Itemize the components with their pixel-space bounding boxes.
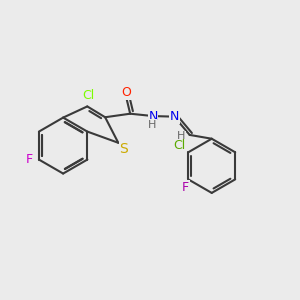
Text: F: F: [182, 181, 189, 194]
Text: S: S: [119, 142, 128, 156]
Text: O: O: [122, 86, 132, 99]
Text: H: H: [148, 120, 157, 130]
Text: N: N: [148, 110, 158, 123]
Text: Cl: Cl: [173, 139, 186, 152]
Text: F: F: [26, 153, 33, 166]
Text: H: H: [177, 131, 185, 141]
Text: N: N: [169, 110, 179, 123]
Text: Cl: Cl: [82, 89, 95, 102]
